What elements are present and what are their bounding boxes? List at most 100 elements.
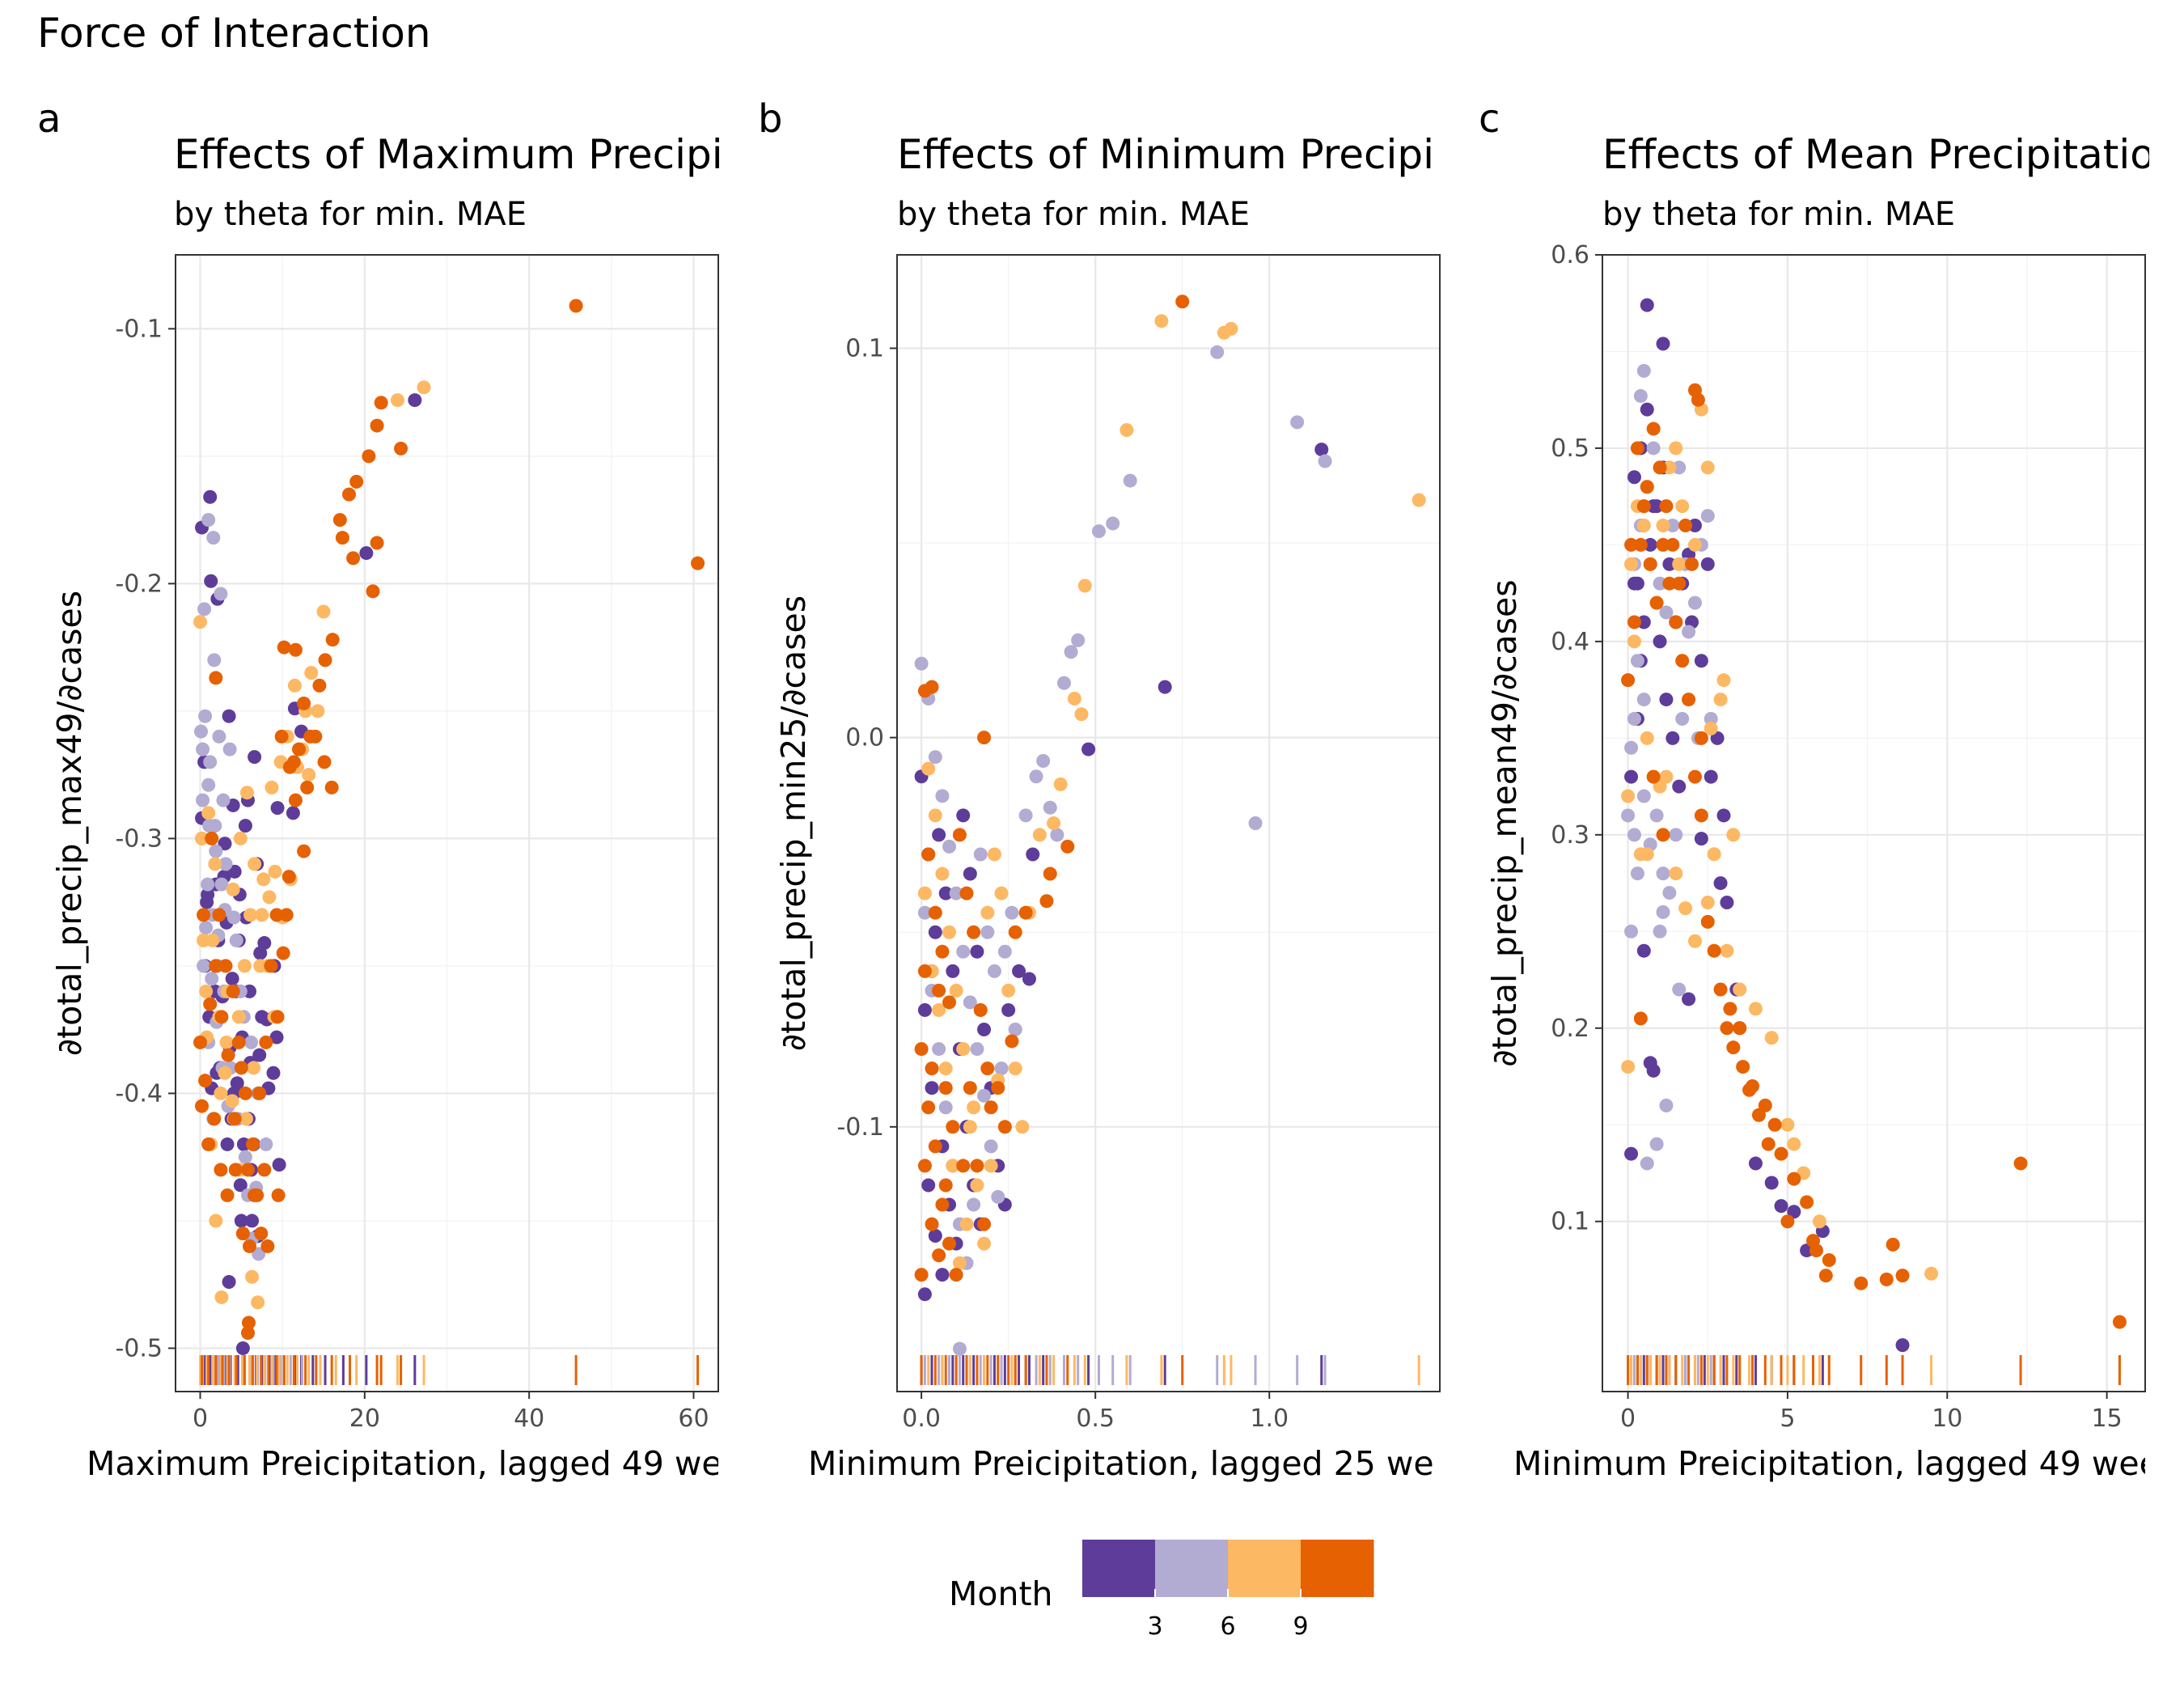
data-point [1624,924,1639,938]
data-point [928,1139,942,1154]
data-point [277,640,291,655]
data-point [1672,557,1687,571]
data-point [938,1178,953,1193]
data-point [206,531,221,545]
data-point [219,1035,234,1049]
data-point [1818,1269,1833,1283]
data-point [1787,1137,1801,1151]
plot-frame [175,254,719,1392]
data-point [257,936,272,951]
x-tick-label: 60 [678,1405,709,1433]
data-point [195,1099,210,1113]
data-point [970,1042,984,1057]
data-point [193,615,207,629]
data-point [1751,1108,1766,1122]
data-point [1713,876,1728,891]
data-point [1678,901,1693,916]
data-point [240,1326,255,1341]
data-point [256,872,271,887]
data-point [1656,828,1670,842]
legend-swatch [1082,1540,1156,1597]
data-point [932,828,946,842]
data-point [203,489,218,504]
rug [920,1355,1420,1385]
data-point [1630,866,1644,881]
data-point [1656,337,1670,351]
data-point [254,1227,269,1241]
data-point [1646,769,1661,784]
data-point [1640,731,1654,745]
data-point [973,847,988,862]
x-tick-label: 0.0 [902,1405,941,1433]
data-point [1071,633,1086,647]
points [1621,298,2127,1353]
data-point [248,857,262,871]
data-point [1780,1214,1795,1229]
points [914,294,1426,1356]
x-axis-title: Minimum Preicipitation, lagged 49 wee [1513,1444,2160,1483]
data-point [1694,731,1708,745]
data-point [1895,1338,1910,1353]
data-point [214,587,228,601]
data-point [1043,800,1057,815]
data-point [1649,1137,1664,1151]
data-point [935,1268,950,1282]
grid [176,255,718,1392]
data-point [257,1163,272,1177]
data-point [1666,537,1680,552]
data-point [1687,595,1702,610]
data-point [1636,363,1651,378]
data-point [252,1086,267,1100]
data-point [1726,828,1741,842]
y-tick-label: -0.1 [115,315,163,343]
data-point [247,1061,261,1075]
data-point [1039,894,1054,909]
data-point [952,828,967,842]
panel-c: c Effects of Mean Precipitation by theta f… [1479,96,2181,1483]
data-point [222,709,236,723]
data-point [1780,1117,1795,1132]
data-point [1687,519,1702,533]
panel-tag: a [37,96,61,142]
data-point [209,959,223,973]
panel-title: Effects of Mean Precipitation [1602,131,2181,178]
x-tick-label: 1.0 [1250,1405,1289,1433]
data-point [288,793,303,807]
data-point [1053,777,1068,791]
data-point [197,602,212,616]
data-point [991,1189,1005,1204]
data-point [987,847,1001,862]
data-point [1649,595,1664,610]
data-point [274,729,289,744]
data-point [1043,866,1057,881]
data-point [303,729,318,744]
data-point [238,819,252,833]
data-point [917,886,932,900]
figure-title: Force of Interaction [37,10,431,57]
legend-tick-label: 3 [1147,1612,1162,1641]
data-point [963,866,977,881]
data-point [952,1341,967,1356]
data-point [269,908,284,922]
rug [1627,1355,2121,1385]
data-point [963,1120,977,1134]
data-point [932,1042,946,1057]
data-point [292,742,306,756]
data-point [248,750,262,765]
data-point [921,847,936,862]
data-point [1640,298,1654,312]
data-point [928,905,942,920]
data-point [946,964,960,978]
x-tick-label: 5 [1780,1405,1795,1433]
data-point [942,995,957,1010]
data-point [1713,982,1728,997]
data-point [921,1178,936,1193]
data-point [1627,634,1641,649]
data-point [1018,808,1033,823]
data-point [201,777,216,792]
data-point [946,1120,960,1134]
panel-title: Effects of Maximum Precipi [174,131,723,178]
x-tick-label: 40 [514,1405,544,1433]
data-point [932,1248,946,1263]
